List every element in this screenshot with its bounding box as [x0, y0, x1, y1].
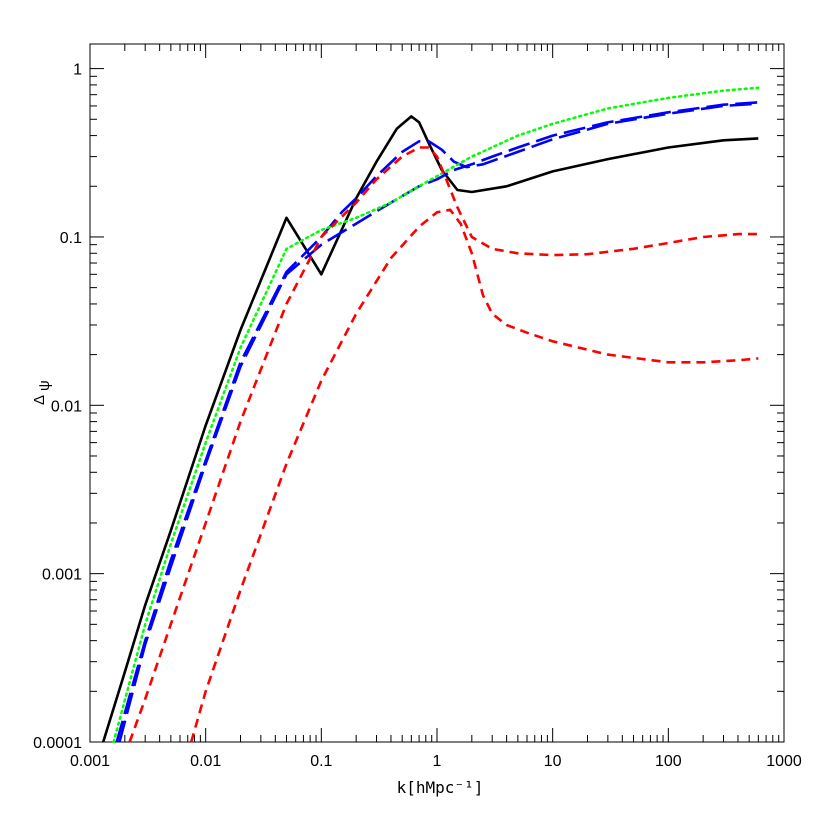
x-tick-label: 0.1	[310, 753, 332, 770]
y-tick-label: 0.01	[51, 398, 82, 415]
plot-frame	[89, 43, 785, 743]
series-curve-3	[118, 101, 759, 743]
x-axis-title: k[hMpc⁻¹]	[397, 778, 484, 797]
series-curve-4	[112, 86, 760, 744]
series-curve-5	[128, 146, 759, 743]
y-tick-label: 1	[73, 62, 82, 79]
y-tick-label: 0.1	[60, 230, 82, 247]
y-tick-label: 0.001	[42, 567, 82, 584]
y-axis-title-main: Δ	[31, 395, 48, 405]
y-axis-title: Δ ψ	[31, 380, 53, 405]
x-tick-label: 1000	[766, 753, 802, 770]
x-tick-label: 0.01	[190, 753, 221, 770]
x-tick-label: 0.001	[70, 753, 110, 770]
x-tick-label: 100	[655, 753, 682, 770]
y-axis-title-sub: ψ	[36, 380, 53, 391]
series-curve-1	[101, 115, 759, 743]
series-curve-2	[115, 102, 759, 743]
x-tick-label: 1	[433, 753, 442, 770]
axis-ticks	[89, 44, 785, 743]
x-tick-label: 10	[544, 753, 562, 770]
curves	[101, 86, 760, 744]
series-curve-6	[189, 208, 759, 743]
tick-labels: 0.001 0.01 0.1 1 10 100 10000.00010.0010.010.1…	[33, 62, 802, 770]
y-tick-label: 0.0001	[33, 735, 82, 752]
